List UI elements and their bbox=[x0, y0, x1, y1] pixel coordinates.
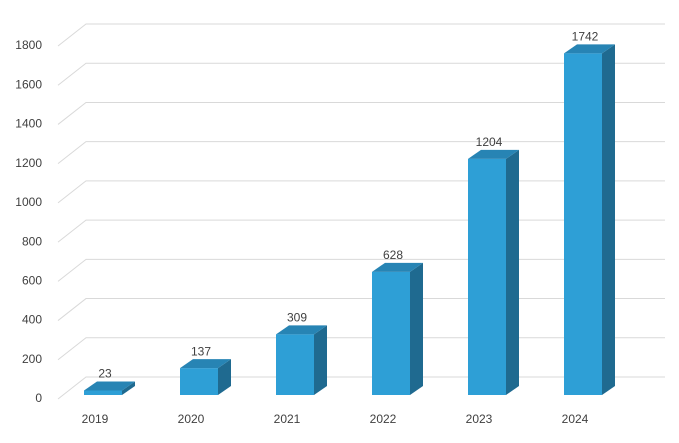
bar-front bbox=[84, 390, 122, 395]
y-tick-label: 1400 bbox=[15, 117, 42, 131]
bar-front bbox=[372, 271, 410, 395]
bar-top bbox=[564, 44, 615, 54]
grid-line bbox=[57, 62, 665, 86]
bar-front bbox=[276, 334, 314, 395]
bar bbox=[372, 262, 423, 395]
bar bbox=[180, 359, 231, 395]
y-tick-label: 800 bbox=[22, 234, 42, 248]
x-tick-label: 2019 bbox=[82, 412, 109, 426]
y-tick-label: 600 bbox=[22, 274, 42, 288]
x-tick-label: 2022 bbox=[370, 412, 397, 426]
bar-top bbox=[84, 381, 135, 391]
y-tick-label: 1800 bbox=[15, 38, 42, 52]
y-tick-label: 1600 bbox=[15, 77, 42, 91]
y-tick-label: 0 bbox=[35, 391, 42, 405]
bar bbox=[564, 44, 615, 395]
bar-front bbox=[468, 158, 506, 395]
bar-side bbox=[602, 44, 615, 395]
bar-top bbox=[468, 149, 519, 159]
bar-side bbox=[218, 359, 231, 395]
value-label: 628 bbox=[383, 248, 403, 262]
value-label: 23 bbox=[98, 367, 112, 381]
y-tick-label: 1200 bbox=[15, 156, 42, 170]
grid-line bbox=[57, 101, 665, 125]
y-tick-label: 400 bbox=[22, 313, 42, 327]
x-tick-label: 2023 bbox=[466, 412, 493, 426]
x-tick-label: 2020 bbox=[178, 412, 205, 426]
bar-side bbox=[122, 381, 135, 395]
value-label: 1204 bbox=[476, 135, 503, 149]
y-tick-label: 1000 bbox=[15, 195, 42, 209]
value-label: 137 bbox=[191, 344, 211, 358]
bar-top bbox=[276, 325, 327, 335]
bar-top bbox=[372, 262, 423, 272]
bar-top bbox=[180, 359, 231, 369]
grid-line bbox=[57, 141, 665, 165]
x-tick-label: 2021 bbox=[274, 412, 301, 426]
bar bbox=[276, 325, 327, 395]
bar bbox=[468, 149, 519, 395]
grid-line bbox=[57, 23, 665, 47]
bar-front bbox=[180, 368, 218, 395]
bar-side bbox=[506, 149, 519, 395]
value-label: 1742 bbox=[572, 30, 599, 44]
bar bbox=[84, 381, 135, 395]
y-tick-label: 200 bbox=[22, 352, 42, 366]
value-label: 309 bbox=[287, 311, 307, 325]
bar-front bbox=[564, 53, 602, 395]
x-tick-label: 2024 bbox=[562, 412, 589, 426]
bar-side bbox=[314, 325, 327, 395]
bar-side bbox=[410, 262, 423, 395]
